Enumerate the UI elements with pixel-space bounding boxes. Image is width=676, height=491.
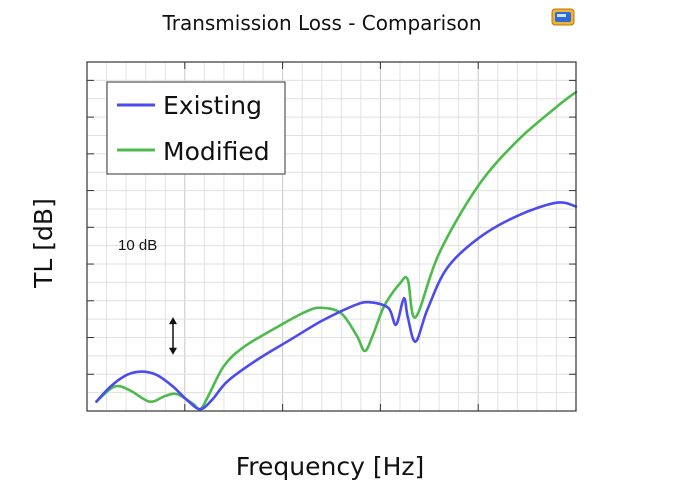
scale-annotation-label: 10 dB	[118, 237, 157, 254]
arrow-down-icon	[169, 347, 177, 355]
legend: Existing Modified	[106, 81, 286, 175]
legend-box	[106, 81, 286, 175]
chart-title: Transmission Loss - Comparison	[161, 11, 481, 35]
scale-annotation: 10 dB	[118, 237, 177, 355]
legend-label-existing: Existing	[163, 91, 262, 120]
series-line-existing	[95, 201, 578, 411]
series-line-modified	[95, 90, 578, 411]
arrow-up-icon	[169, 317, 177, 325]
chart-options-icon[interactable]	[551, 8, 575, 26]
axis-ticks	[87, 62, 576, 411]
series-layer	[95, 90, 578, 411]
y-axis-label: TL [dB]	[29, 198, 58, 289]
legend-label-modified: Modified	[163, 137, 270, 166]
x-axis-label: Frequency [Hz]	[236, 452, 425, 481]
plot-frame	[86, 61, 577, 412]
